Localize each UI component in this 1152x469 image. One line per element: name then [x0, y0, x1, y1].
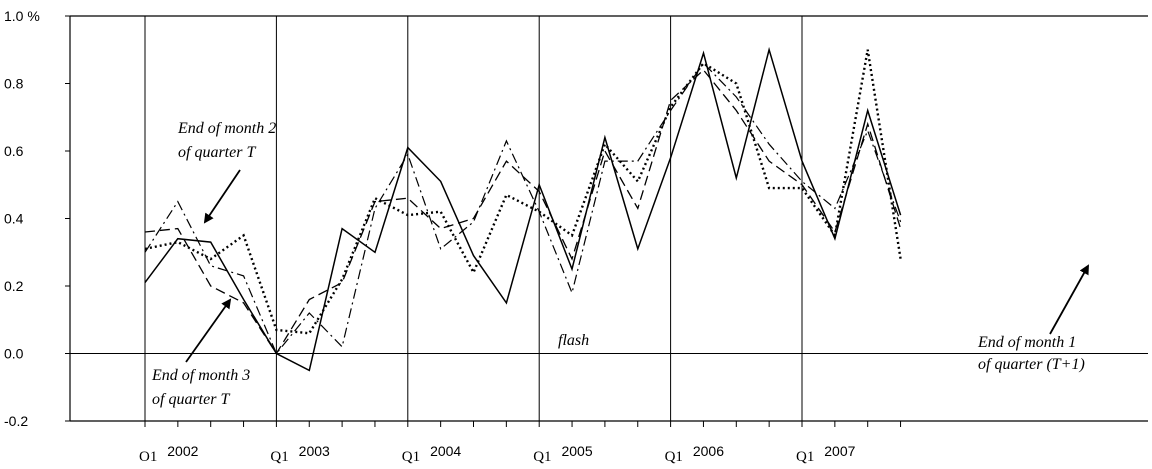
quarter-label-2: Q1 — [402, 449, 420, 465]
y-tick-label-1: 0.8 — [4, 76, 24, 92]
series-line-dashed — [144, 69, 902, 355]
arrow-m2 — [203, 169, 241, 224]
quarter-label-4: Q1 — [665, 449, 683, 465]
annotation-m1-line-1: of quarter (T+1) — [978, 356, 1085, 373]
quarter-label-0: O1 — [139, 449, 157, 465]
year-label-2003: 2003 — [299, 443, 330, 459]
annotation-flash-line-0: flash — [558, 332, 589, 349]
series-line-dotted — [144, 49, 902, 335]
y-tick-label-4: 0.2 — [4, 278, 24, 294]
tick-labels: 1.0 % 0.8 0.6 0.4 0.2 0.0 -0.2 O1 Q1 Q1 Q1 Q1 Q1 2002… — [4, 8, 856, 465]
annotation-m3-line-0: End of month 3 — [151, 367, 250, 384]
annotation-m2-line-0: End of month 2 — [177, 120, 276, 137]
y-tick-label-2: 0.6 — [4, 143, 24, 159]
series-lines — [144, 46, 902, 372]
arrow-m1 — [1049, 264, 1089, 335]
grid — [70, 16, 1148, 421]
year-label-2002: 2002 — [167, 443, 198, 459]
year-label-2004: 2004 — [430, 443, 461, 459]
quarter-label-1: Q1 — [270, 449, 288, 465]
y-tick-label-3: 0.4 — [4, 211, 24, 227]
series-line-solid — [144, 46, 902, 372]
annotations: End of month 2 of quarter T End of month 3… — [151, 120, 1089, 408]
y-tick-label-5: 0.0 — [4, 346, 24, 362]
y-tick-label-0: 1.0 % — [4, 8, 40, 24]
year-label-2007: 2007 — [824, 443, 855, 459]
annotation-m2-line-1: of quarter T — [178, 144, 256, 161]
axes — [65, 15, 1148, 427]
quarter-label-3: Q1 — [533, 449, 551, 465]
year-label-2005: 2005 — [561, 443, 592, 459]
annotation-m3-line-1: of quarter T — [152, 391, 230, 408]
series-line-dash-dot — [144, 62, 902, 355]
annotation-m1-line-0: End of month 1 — [977, 334, 1076, 351]
arrow-m3 — [185, 298, 232, 363]
y-tick-label-6: -0.2 — [4, 413, 28, 429]
year-label-2006: 2006 — [693, 443, 724, 459]
quarter-label-5: Q1 — [796, 449, 814, 465]
